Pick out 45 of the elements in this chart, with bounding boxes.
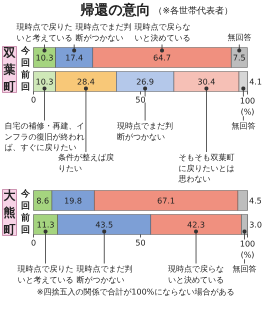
data-label: 43.5	[95, 220, 114, 230]
series-label: 現時点で戻りたいと考えている	[16, 22, 73, 42]
data-label: 30.4	[198, 78, 216, 86]
text: 無回答	[231, 122, 256, 130]
data-label: 17.4	[65, 54, 84, 62]
text: ※四捨五入の関係で合計が100%にならない場合がある	[36, 288, 234, 296]
text: 現時点で戻らないと決めている	[168, 264, 224, 284]
data-label: 64.7	[153, 54, 171, 62]
x-tick-label: 0	[30, 96, 36, 104]
data-label: 4.1	[249, 78, 262, 86]
data-label: 42.3	[187, 220, 205, 230]
y-axis-title: 双葉町	[2, 46, 16, 94]
data-label: 10.3	[36, 78, 54, 86]
chart-subtitle: （※各世帯代表者）	[154, 6, 234, 16]
data-label: 67.1	[157, 196, 175, 206]
data-label: 10.3	[36, 54, 54, 62]
data-label: 26.9	[136, 78, 154, 86]
series-label: 現時点でまだ判断がつかない	[76, 22, 132, 42]
data-label: 8.6	[36, 196, 50, 206]
data-label: 3.0	[249, 220, 262, 230]
chart-title: 帰還の意向	[80, 2, 150, 18]
x-tick-label: 0	[30, 238, 36, 248]
x-tick-label: 50	[135, 96, 146, 104]
data-label: 7.5	[232, 54, 246, 62]
data-label: 28.4	[77, 78, 95, 86]
text: 条件が整えば戻りたい	[58, 153, 114, 173]
series-label: 現時点で戻らないと決めている	[134, 22, 191, 42]
series-label: 無回答	[227, 33, 252, 42]
text: 現時点でまだ判断がつかない	[76, 264, 133, 284]
text: そもそも双葉町に戻りたいとは思わない	[177, 153, 234, 184]
y-tick-label: 前回	[20, 212, 30, 236]
y-axis-title: 大熊町	[4, 188, 16, 236]
data-label: 11.3	[36, 220, 54, 230]
x-tick-label: 50	[135, 238, 146, 248]
text: 自宅の補修・再建、インフラの復旧が終われば、すぐに戻りたい	[4, 122, 85, 152]
y-tick-label: 今回	[20, 46, 31, 68]
y-tick-label: 前回	[20, 70, 30, 92]
text: 無回答	[232, 264, 257, 274]
x-tick-label: 100 (%)	[240, 240, 256, 260]
data-label: 4.5	[249, 196, 262, 206]
y-tick-label: 今回	[20, 188, 31, 212]
x-tick-label: 100 (%)	[240, 96, 256, 116]
text: 現時点で戻りたいと考えている	[18, 264, 74, 284]
data-label: 19.8	[64, 196, 82, 206]
text: 現時点でまだ判断がつかない	[117, 122, 174, 142]
